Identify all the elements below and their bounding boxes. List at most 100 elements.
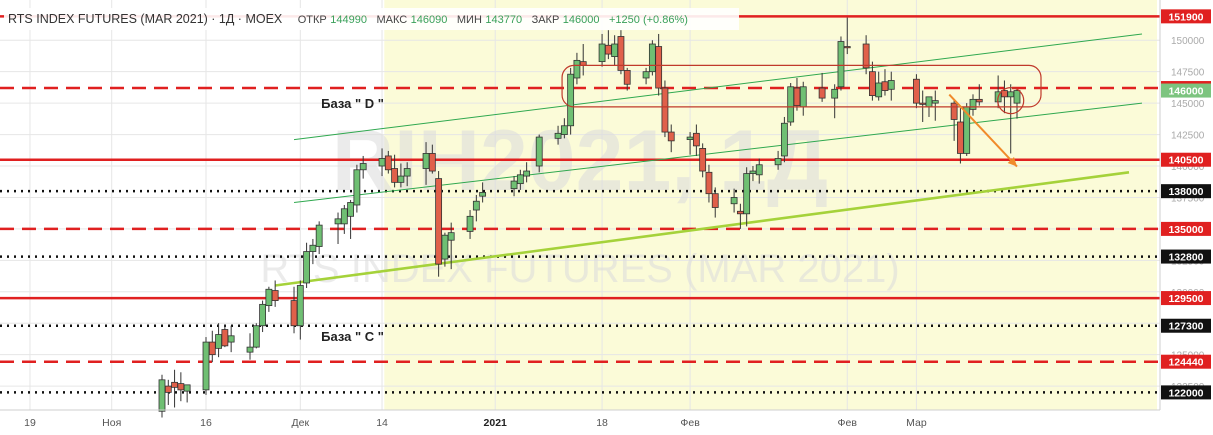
candle[interactable] [913,74,920,109]
candle-body [516,174,524,185]
candle[interactable] [931,90,939,121]
candle[interactable] [743,167,751,227]
price-badge-138000[interactable]: 138000 [1161,184,1211,199]
header-background [4,8,739,30]
consolidation-range-box[interactable] [561,64,1042,108]
candle[interactable] [441,232,449,267]
candle[interactable] [202,337,210,395]
candle[interactable] [730,188,738,213]
candle[interactable] [818,72,826,102]
overlays[interactable] [561,64,1042,168]
candle[interactable] [1013,89,1021,119]
candle[interactable] [831,84,839,119]
price-badge-124440[interactable]: 124440 [1161,354,1211,369]
candle[interactable] [227,325,235,353]
open-value: 144990 [330,14,367,26]
candle-body [259,303,266,327]
trend-line-channel-upper[interactable] [293,33,1143,141]
candle[interactable] [466,210,474,239]
price-badge-151900[interactable]: 151900 [1161,9,1211,24]
price-badge-label: 132800 [1168,252,1203,264]
trend-line-support[interactable] [274,171,1130,287]
horizontal-levels[interactable] [0,15,1160,394]
candle[interactable] [384,150,392,174]
candle[interactable] [252,323,260,349]
candle[interactable] [296,280,304,340]
candle[interactable] [573,52,581,85]
candle[interactable] [887,71,895,101]
candle[interactable] [560,118,568,139]
candle[interactable] [648,40,656,76]
candle-body [604,44,612,55]
price-badge-122000[interactable]: 122000 [1161,385,1211,400]
highlight-circle[interactable] [997,87,1025,115]
candle[interactable] [359,155,367,179]
candle[interactable] [259,300,266,333]
price-badge-127300[interactable]: 127300 [1161,318,1211,333]
candle[interactable] [315,221,323,255]
candle[interactable] [837,36,845,91]
price-scale[interactable]: 1225001250001275001300001325001350001375… [1161,9,1211,400]
candle[interactable] [303,242,310,289]
candle[interactable] [692,124,700,156]
time-scale[interactable]: 19 Ноя 16 Дек 14 2021 18 Фев Фев Мар [24,417,927,429]
candle[interactable] [655,33,663,96]
candle[interactable] [403,162,411,187]
candle-body [315,224,323,247]
candle[interactable] [617,30,625,75]
candle[interactable] [183,384,191,403]
candles[interactable] [158,17,1021,418]
candle[interactable] [787,83,795,126]
time-tick-label: Ноя [102,417,121,429]
forecast-arrow-line[interactable] [948,93,1018,168]
candle[interactable] [950,99,958,141]
candle-body [881,81,889,91]
price-badge-140500[interactable]: 140500 [1161,152,1211,167]
candle[interactable] [447,222,455,270]
price-badge-132800[interactable]: 132800 [1161,249,1211,264]
candle[interactable] [347,199,355,239]
candle[interactable] [435,171,443,277]
candle[interactable] [774,150,782,170]
candle[interactable] [755,158,763,184]
candle-body [227,335,235,343]
candle[interactable] [479,182,487,203]
candle[interactable] [158,374,166,418]
candle[interactable] [642,67,650,85]
candle[interactable] [309,238,317,265]
candle[interactable] [699,143,707,178]
candle[interactable] [554,125,562,145]
price-badge-background [1161,83,1211,98]
low-value: 143770 [485,14,522,26]
candle[interactable] [271,280,279,307]
candle[interactable] [567,67,575,135]
candle[interactable] [164,379,172,405]
price-badge-146000[interactable]: 146000 [1161,83,1211,98]
candle[interactable] [353,164,361,213]
candle-body [441,234,449,260]
candle[interactable] [667,124,675,153]
candle[interactable] [975,84,983,106]
candle[interactable] [428,144,436,174]
candle[interactable] [472,194,480,222]
price-badge-background [1161,318,1211,333]
candle[interactable] [969,94,977,116]
candle[interactable] [391,154,399,188]
candle[interactable] [661,80,669,138]
candle[interactable] [535,134,543,173]
candle[interactable] [516,169,524,190]
candle[interactable] [711,187,719,218]
candle[interactable] [705,164,713,203]
candle[interactable] [523,162,531,183]
price-badge-135000[interactable]: 135000 [1161,221,1211,236]
candle[interactable] [862,35,870,75]
candle[interactable] [510,176,518,197]
price-badge-129500[interactable]: 129500 [1161,291,1211,306]
candle-body [296,285,304,327]
candle[interactable] [623,67,631,91]
candle[interactable] [246,333,254,360]
candle[interactable] [780,116,788,163]
candle[interactable] [397,163,405,188]
candle[interactable] [843,17,851,55]
